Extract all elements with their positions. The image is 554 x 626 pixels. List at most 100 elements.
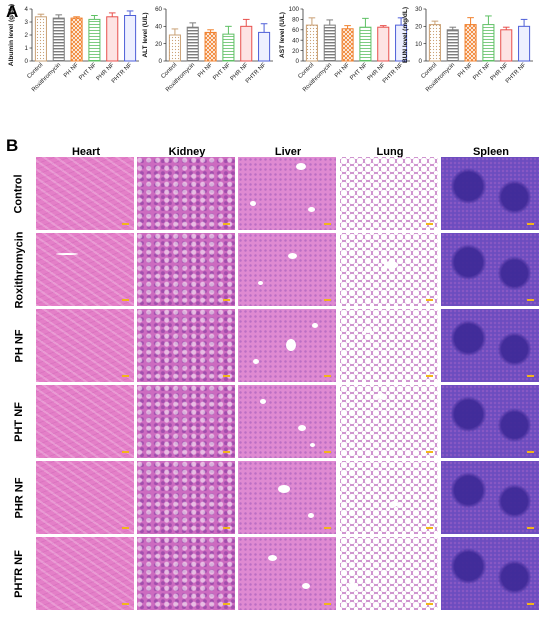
vessel-lumen bbox=[288, 253, 297, 259]
bar-pht-nf bbox=[222, 33, 235, 62]
bar-phtr-nf bbox=[258, 31, 271, 62]
vessel-lumen bbox=[250, 201, 256, 206]
vessel-lumen bbox=[364, 327, 372, 333]
y-axis-label: Albumin level (g/dL) bbox=[8, 4, 15, 66]
scale-bar bbox=[426, 299, 433, 301]
y-tick-label: 40 bbox=[292, 37, 299, 44]
histology-liver-ph-nf bbox=[238, 309, 336, 382]
scale-bar bbox=[527, 375, 534, 377]
scale-bar bbox=[527, 451, 534, 453]
histology-heart-phtr-nf bbox=[36, 537, 134, 610]
y-tick-label: 3 bbox=[25, 19, 29, 26]
row-label-pht-nf: PHT NF bbox=[13, 401, 26, 442]
bar-roxithromycin bbox=[52, 17, 65, 62]
histology-lung-roxithromycin bbox=[340, 233, 438, 306]
y-tick-label: 100 bbox=[289, 6, 300, 13]
bar-control bbox=[305, 24, 318, 62]
histology-lung-phr-nf bbox=[340, 461, 438, 534]
bar-roxithromycin bbox=[186, 26, 199, 62]
histology-heart-control bbox=[36, 157, 134, 230]
histology-liver-pht-nf bbox=[238, 385, 336, 458]
vessel-lumen bbox=[308, 513, 314, 518]
row-label-phtr-nf: PHTR NF bbox=[13, 549, 26, 598]
histology-kidney-roxithromycin bbox=[137, 233, 235, 306]
histology-lung-ph-nf bbox=[340, 309, 438, 382]
vessel-lumen bbox=[260, 399, 266, 404]
bar-pht-nf bbox=[482, 24, 495, 62]
scale-bar bbox=[223, 299, 230, 301]
histology-kidney-phr-nf bbox=[137, 461, 235, 534]
histology-liver-phtr-nf bbox=[238, 537, 336, 610]
vessel-lumen bbox=[376, 393, 386, 399]
row-label-control: Control bbox=[13, 173, 26, 214]
histology-kidney-phtr-nf bbox=[137, 537, 235, 610]
histology-liver-roxithromycin bbox=[238, 233, 336, 306]
bar-control bbox=[168, 34, 181, 62]
y-tick-label: 20 bbox=[292, 48, 299, 55]
x-tick-label: PH NF bbox=[334, 62, 351, 79]
bar-phr-nf bbox=[106, 16, 119, 62]
histology-kidney-control bbox=[137, 157, 235, 230]
vessel-lumen bbox=[308, 207, 315, 212]
scale-bar bbox=[324, 603, 331, 605]
y-tick-label: 0 bbox=[419, 58, 423, 65]
row-label-ph-nf: PH NF bbox=[13, 329, 25, 362]
scale-bar bbox=[122, 527, 129, 529]
scale-bar bbox=[122, 451, 129, 453]
scale-bar bbox=[324, 375, 331, 377]
bar-ph-nf bbox=[464, 24, 477, 62]
vessel-lumen bbox=[302, 583, 310, 589]
bar-phtr-nf bbox=[518, 25, 531, 62]
bar-phtr-nf bbox=[124, 15, 137, 62]
scale-bar bbox=[426, 603, 433, 605]
scale-bar bbox=[122, 299, 129, 301]
y-tick-label: 20 bbox=[415, 24, 422, 31]
column-label-heart: Heart bbox=[71, 146, 101, 158]
scale-bar bbox=[223, 223, 230, 225]
histology-spleen-phr-nf bbox=[441, 461, 539, 534]
histology-liver-control bbox=[238, 157, 336, 230]
scale-bar bbox=[426, 527, 433, 529]
histology-heart-phr-nf bbox=[36, 461, 134, 534]
scale-bar bbox=[223, 451, 230, 453]
histology-lung-pht-nf bbox=[340, 385, 438, 458]
scale-bar bbox=[223, 603, 230, 605]
histology-spleen-control bbox=[441, 157, 539, 230]
y-axis-label: AST level (U/L) bbox=[279, 12, 286, 58]
y-tick-label: 1 bbox=[25, 45, 29, 52]
histology-spleen-pht-nf bbox=[441, 385, 539, 458]
y-tick-label: 2 bbox=[25, 32, 29, 39]
scale-bar bbox=[324, 223, 331, 225]
bar-control bbox=[34, 16, 47, 62]
column-label-spleen: Spleen bbox=[472, 146, 510, 158]
y-tick-label: 30 bbox=[415, 6, 422, 13]
vessel-lumen bbox=[298, 425, 306, 431]
vessel-lumen bbox=[390, 501, 398, 507]
histology-lung-phtr-nf bbox=[340, 537, 438, 610]
y-tick-label: 0 bbox=[159, 58, 163, 65]
y-axis-label: ALT level (U/L) bbox=[142, 12, 149, 57]
row-label-roxithromycin: Roxithromycin bbox=[13, 230, 26, 309]
histology-spleen-ph-nf bbox=[441, 309, 539, 382]
histology-kidney-pht-nf bbox=[137, 385, 235, 458]
scale-bar bbox=[426, 375, 433, 377]
vessel-lumen bbox=[296, 163, 306, 170]
bar-pht-nf bbox=[359, 26, 372, 62]
bar-ph-nf bbox=[341, 28, 354, 62]
vessel-lumen bbox=[278, 485, 290, 493]
scale-bar bbox=[122, 375, 129, 377]
y-tick-label: 10 bbox=[415, 41, 422, 48]
panel-a-label: A bbox=[6, 2, 19, 21]
scale-bar bbox=[324, 451, 331, 453]
histology-kidney-ph-nf bbox=[137, 309, 235, 382]
vessel-lumen bbox=[268, 555, 277, 561]
x-tick-label: PH NF bbox=[457, 62, 474, 79]
y-tick-label: 0 bbox=[296, 58, 300, 65]
bar-phr-nf bbox=[240, 25, 253, 62]
scale-bar bbox=[426, 451, 433, 453]
bar-phr-nf bbox=[377, 26, 390, 62]
scale-bar bbox=[426, 223, 433, 225]
histology-spleen-roxithromycin bbox=[441, 233, 539, 306]
